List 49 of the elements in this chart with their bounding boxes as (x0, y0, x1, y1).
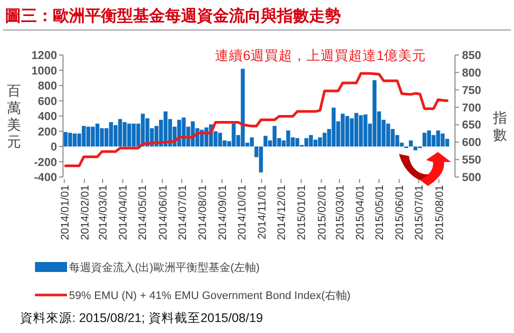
y2-tick-label: 800 (462, 67, 482, 80)
x-tick-label: 2014/08/01 (196, 185, 209, 240)
x-tick-label: 2015/07/01 (414, 185, 426, 240)
x-tick-label: 2015/08/01 (434, 185, 446, 240)
x-tick-label: 2014/11/01 (256, 185, 269, 240)
x-tick-label: 2014/06/01 (157, 185, 170, 240)
chart-title: 圖三：歐洲平衡型基金每週資金流向與指數走勢 (5, 6, 341, 25)
legend-label: 59% EMU (N) + 41% EMU Government Bond Index(右軸) (69, 289, 351, 302)
x-tick-label: 2014/05/01 (137, 185, 150, 240)
x-tick-label: 2014/03/01 (98, 185, 110, 240)
x-tick-label: 2015/04/01 (354, 185, 367, 240)
bar (408, 140, 413, 146)
x-tick-label: 2015/06/01 (394, 185, 406, 240)
x-tick-label: 2014/07/01 (176, 185, 189, 240)
y-tick-label: 800 (38, 80, 57, 92)
bar (250, 137, 254, 146)
x-tick-label: 2014/02/01 (79, 185, 92, 240)
y-tick-label: 1200 (31, 50, 57, 62)
y2-tick-label: 700 (462, 102, 482, 114)
y2-tick-label: 550 (462, 154, 482, 167)
x-tick-label: 2014/04/01 (118, 185, 130, 240)
y-tick-label: 400 (38, 111, 57, 123)
bar (64, 132, 68, 146)
x-tick-label: 2015/05/01 (374, 185, 386, 240)
annotation: 連續6週買超，上週買超達1億美元 (215, 48, 426, 63)
bar (258, 146, 263, 172)
x-tick-label: 2015/01/01 (296, 185, 308, 240)
x-tick-label: 2014/12/01 (276, 185, 288, 240)
line-series (64, 72, 449, 168)
y-tick-label: -200 (34, 156, 57, 169)
y2-axis-title: 指數 (492, 110, 507, 142)
x-tick-label: 2014/09/01 (217, 185, 230, 240)
y2-tick-label: 650 (462, 120, 482, 132)
y-tick-label: 200 (38, 126, 57, 138)
y-tick-label: -400 (34, 172, 57, 184)
x-tick-label: 2014/10/01 (236, 185, 248, 240)
source-note: 資料來源: 2015/08/21; 資料截至2015/08/19 (20, 311, 264, 325)
x-tick-label: 2015/02/01 (316, 185, 328, 240)
y2-tick-label: 750 (462, 84, 482, 97)
legend-label: 每週資金流入(出)歐洲平衡型基金(左軸) (69, 261, 260, 274)
y-axis-title: 百萬美元 (7, 82, 21, 150)
y2-tick-label: 500 (462, 172, 482, 184)
y-tick-label: 1000 (31, 65, 57, 78)
x-tick-label: 2015/03/01 (334, 185, 346, 240)
y2-tick-label: 600 (462, 137, 482, 150)
y-tick-label: 600 (38, 96, 57, 108)
y-tick-label: 0 (50, 142, 57, 154)
y2-tick-label: 850 (462, 50, 482, 62)
x-tick-label: 2014/01/01 (59, 185, 72, 240)
